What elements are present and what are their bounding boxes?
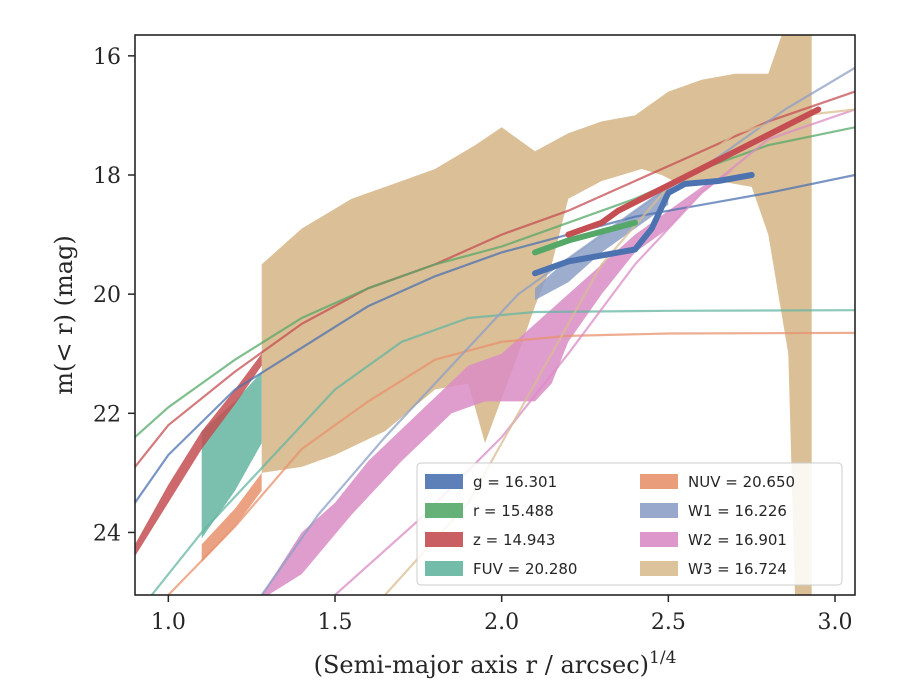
legend-label-fuv: FUV = 20.280 xyxy=(473,560,577,578)
legend-frame xyxy=(416,462,843,586)
legend-swatch-g xyxy=(425,474,463,489)
y-tick-label: 18 xyxy=(93,164,121,189)
legend-label-g: g = 16.301 xyxy=(473,473,557,491)
line-fuv-9 xyxy=(150,309,855,595)
line-nuv-10 xyxy=(167,331,855,595)
band-w1-5 xyxy=(535,186,669,301)
line-z-6 xyxy=(135,90,855,468)
x-tick-label: 1.0 xyxy=(151,610,186,635)
legend-label-nuv: NUV = 20.650 xyxy=(688,473,795,491)
x-tick-label: 2.0 xyxy=(484,610,519,635)
legend-swatch-w1 xyxy=(640,503,678,518)
band-w3-0 xyxy=(261,35,812,595)
x-tick-label: 1.5 xyxy=(318,610,353,635)
legend-swatch-z xyxy=(425,532,463,547)
x-axis-label: (Semi-major axis r / arcsec)1/4 xyxy=(314,648,677,679)
band-nuv-3 xyxy=(201,472,262,563)
legend-swatch-nuv xyxy=(640,474,678,489)
thick-line-g-14 xyxy=(532,172,755,277)
bands-layer xyxy=(135,35,812,595)
x-tick-label: 3.0 xyxy=(818,610,853,635)
legend-label-z: z = 14.943 xyxy=(473,531,555,549)
thick-line-z-16 xyxy=(565,106,822,238)
y-axis: 16 18 20 22 24 xyxy=(93,45,135,546)
x-tick-label: 2.5 xyxy=(651,610,686,635)
y-tick-label: 22 xyxy=(93,402,121,427)
legend-label-r: r = 15.488 xyxy=(473,502,554,520)
band-fuv-2 xyxy=(201,371,262,539)
band-w2-1 xyxy=(261,169,735,595)
band-z-4 xyxy=(135,353,262,557)
legend-swatch-w2 xyxy=(640,532,678,547)
legend-swatch-r xyxy=(425,503,463,518)
legend: g = 16.301 r = 15.488 z = 14.943 FUV = 20.2… xyxy=(416,462,843,586)
legend-label-w3: W3 = 16.724 xyxy=(688,560,787,578)
legend-swatch-fuv xyxy=(425,561,463,576)
plot-frame xyxy=(134,34,856,596)
legend-label-w1: W1 = 16.226 xyxy=(688,502,787,520)
legend-label-w2: W2 = 16.901 xyxy=(688,531,787,549)
line-g-8 xyxy=(135,173,855,504)
x-axis: 1.0 1.5 2.0 2.5 3.0 xyxy=(151,595,853,635)
y-axis-label: m(< r) (mag) xyxy=(50,235,78,394)
legend-swatch-w3 xyxy=(640,561,678,576)
y-tick-label: 24 xyxy=(93,521,121,546)
y-tick-label: 20 xyxy=(93,283,121,308)
y-tick-label: 16 xyxy=(93,45,121,70)
thick-line-r-15 xyxy=(532,219,638,256)
